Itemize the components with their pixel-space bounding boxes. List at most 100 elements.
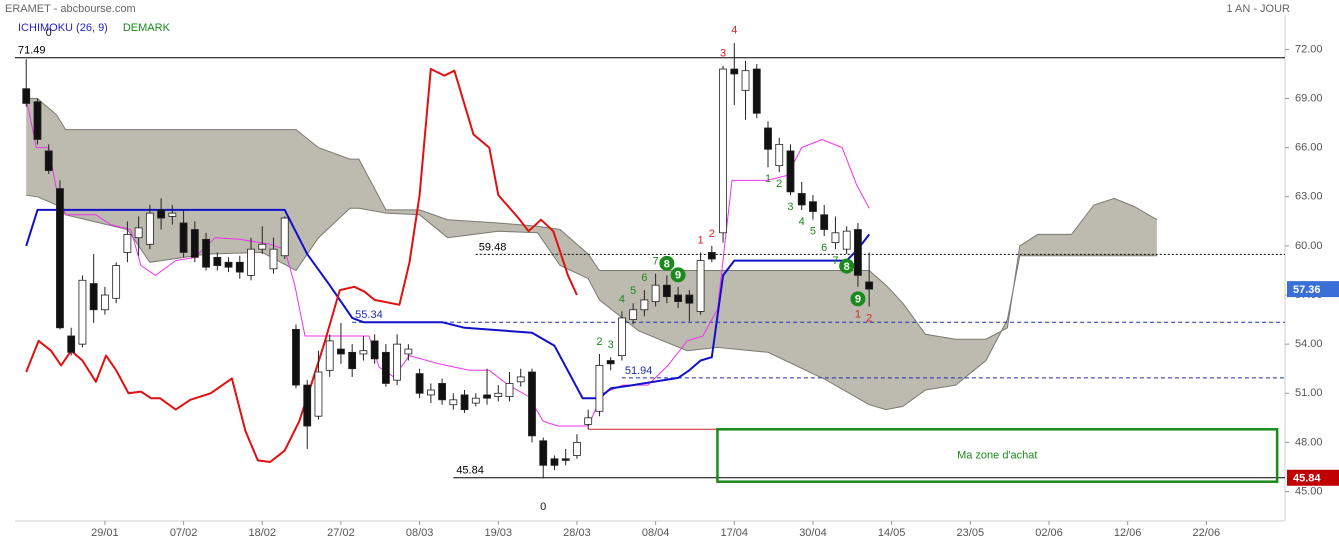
candle-body bbox=[438, 383, 446, 401]
demark-count: 1 bbox=[698, 234, 704, 246]
demark-count: 7 bbox=[653, 256, 659, 268]
x-tick-label: 18/02 bbox=[248, 527, 276, 539]
candle-body bbox=[213, 256, 222, 266]
demark-count: 2 bbox=[866, 312, 872, 324]
candle-body bbox=[337, 348, 345, 355]
x-tick-label: 08/03 bbox=[406, 527, 434, 539]
demark-count: 4 bbox=[799, 216, 805, 228]
candle-body bbox=[786, 150, 795, 193]
candle-body bbox=[348, 351, 357, 370]
candle-body bbox=[797, 193, 806, 206]
price-tag-label: 45.84 bbox=[1293, 473, 1321, 485]
demark-count: 2 bbox=[776, 178, 782, 190]
candle-body bbox=[404, 348, 413, 355]
candle-body bbox=[674, 294, 682, 302]
candle-body bbox=[393, 343, 402, 381]
candle-body bbox=[134, 227, 143, 239]
candle-body bbox=[764, 127, 772, 150]
x-tick-label: 08/04 bbox=[642, 527, 670, 539]
candle-body bbox=[370, 340, 379, 360]
candle-body bbox=[561, 458, 570, 461]
chart-title: ERAMET - abcbourse.com bbox=[5, 3, 136, 15]
x-tick-label: 17/04 bbox=[721, 527, 749, 539]
demark-count: 8 bbox=[844, 261, 850, 273]
demark-count: 9 bbox=[675, 270, 681, 282]
candle-body bbox=[101, 294, 109, 311]
candle-body bbox=[640, 299, 649, 311]
y-tick-label: 60.00 bbox=[1295, 240, 1323, 252]
y-tick-label: 45.00 bbox=[1295, 485, 1323, 497]
candle-body bbox=[573, 441, 581, 456]
demark-badge bbox=[659, 255, 675, 271]
candle-body bbox=[550, 458, 559, 466]
candle-body bbox=[539, 440, 548, 466]
candle-body bbox=[606, 360, 615, 365]
demark-count: 6 bbox=[821, 242, 827, 254]
candle-body bbox=[33, 101, 42, 140]
demark-badge bbox=[670, 267, 686, 283]
candle-body bbox=[618, 317, 626, 357]
candle-body bbox=[280, 217, 289, 257]
demark-count: 8 bbox=[664, 258, 670, 270]
candle-body bbox=[78, 279, 87, 345]
candle-body bbox=[629, 309, 638, 320]
candle-body bbox=[842, 230, 851, 250]
candle-body bbox=[752, 68, 761, 114]
x-tick-label: 02/06 bbox=[1035, 527, 1063, 539]
demark-count: 3 bbox=[608, 339, 614, 351]
candle-body bbox=[314, 371, 323, 417]
candle-body bbox=[854, 229, 862, 276]
demark-count: 4 bbox=[619, 293, 625, 305]
demark-count: 1 bbox=[765, 173, 771, 185]
level-label: 51.94 bbox=[625, 365, 653, 377]
demark-count: 7 bbox=[832, 255, 838, 267]
candle-body bbox=[168, 212, 177, 217]
demark-badge bbox=[850, 291, 866, 307]
candle-body bbox=[505, 383, 514, 397]
candle-body bbox=[426, 389, 435, 396]
candle-body bbox=[584, 417, 593, 425]
candle-body bbox=[449, 399, 458, 406]
candle-body bbox=[258, 243, 267, 250]
candle-body bbox=[235, 261, 244, 273]
candle-body bbox=[595, 365, 604, 412]
candle-body bbox=[22, 88, 31, 104]
price-tag bbox=[1287, 281, 1339, 298]
candle-body bbox=[292, 329, 300, 386]
y-tick-label: 54.00 bbox=[1295, 338, 1323, 350]
demark-count: 3 bbox=[720, 48, 726, 60]
candle-body bbox=[179, 222, 188, 253]
candle-body bbox=[820, 214, 829, 230]
demark-count: 2 bbox=[596, 336, 602, 348]
price-tag-label: 57.36 bbox=[1293, 284, 1321, 296]
candle-body bbox=[741, 70, 750, 91]
candle-body bbox=[730, 68, 739, 75]
cloud-edge bbox=[26, 98, 1158, 340]
demark-count: 6 bbox=[641, 272, 647, 284]
candle-body bbox=[247, 248, 255, 276]
demark-count: 2 bbox=[709, 228, 715, 240]
cloud-fill bbox=[26, 98, 1157, 410]
level-label: 71.49 bbox=[18, 45, 46, 57]
x-tick-label: 30/04 bbox=[799, 527, 827, 539]
candle-body bbox=[775, 143, 784, 167]
candle-body bbox=[707, 252, 716, 260]
indicator-label: ICHIMOKU (26, 9) bbox=[18, 22, 108, 34]
demark-count: 3 bbox=[787, 201, 793, 213]
note: 0 bbox=[540, 501, 546, 513]
y-tick-label: 69.00 bbox=[1295, 92, 1323, 104]
candle-body bbox=[662, 284, 671, 298]
x-tick-label: 14/05 bbox=[878, 527, 906, 539]
buy-zone bbox=[716, 428, 1279, 483]
candle-body bbox=[696, 260, 705, 312]
candle-body bbox=[89, 283, 98, 311]
x-tick-label: 23/05 bbox=[957, 527, 985, 539]
period: 1 AN - JOUR bbox=[1226, 3, 1290, 15]
price-tag bbox=[1287, 469, 1339, 486]
y-tick-label: 72.00 bbox=[1295, 43, 1323, 55]
candle-body bbox=[202, 238, 210, 268]
candle-body bbox=[471, 397, 480, 404]
x-tick-label: 27/02 bbox=[327, 527, 355, 539]
candle-body bbox=[123, 234, 132, 253]
level-label: 45.84 bbox=[456, 465, 484, 477]
